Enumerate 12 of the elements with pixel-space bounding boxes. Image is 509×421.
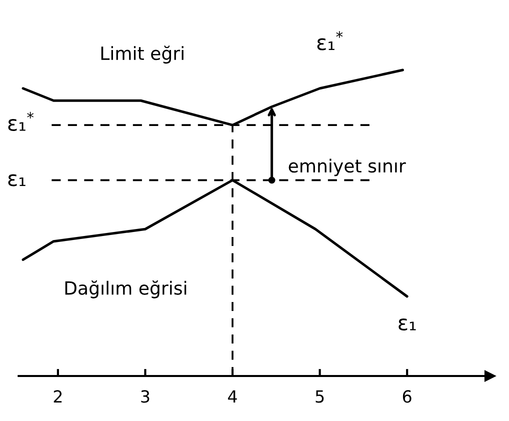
annotation: emniyet sınır xyxy=(288,158,406,176)
annotation: ε₁$^{*}$ xyxy=(317,31,343,50)
ref-line-label: ε₁ xyxy=(8,174,26,186)
x-tick-label: 4 xyxy=(228,390,237,403)
text: Dağılım eğrisi xyxy=(65,280,186,298)
text: Limit eğri xyxy=(101,46,184,64)
annotation: ε₁ xyxy=(398,318,416,330)
x-tick-label: 2 xyxy=(54,390,62,403)
x-tick-label: 3 xyxy=(141,390,150,403)
x-tick-label: 6 xyxy=(402,390,412,403)
x-tick-label: 5 xyxy=(316,390,324,403)
ref-line-label: ε₁$^{*}$ xyxy=(8,112,34,131)
